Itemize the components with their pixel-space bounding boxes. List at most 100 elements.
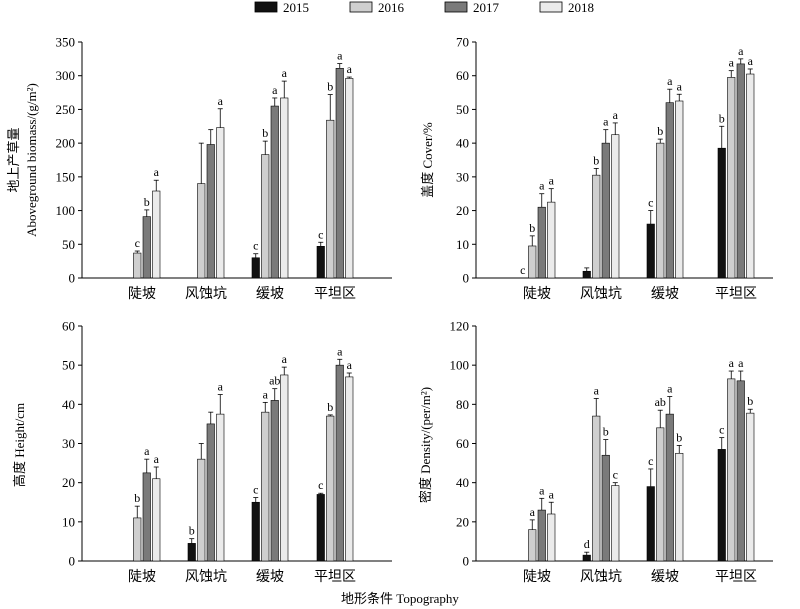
biomass-significance-label: a (337, 49, 343, 63)
cover-category-label: 陡坡 (523, 286, 551, 302)
height-significance-label: a (347, 358, 353, 372)
cover-y-tick-label: 10 (456, 237, 469, 252)
biomass-y-tick-label: 0 (69, 271, 76, 286)
density-bar-2018 (547, 513, 556, 562)
height-bar-2017 (142, 472, 151, 562)
legend-swatch-2016 (349, 1, 373, 13)
height-category-label: 缓坡 (256, 569, 284, 585)
biomass-y-axis-title-2: Aboveground biomass/(g/m²) (24, 83, 39, 237)
biomass-significance-label: a (282, 66, 288, 80)
cover-bar-2016 (592, 174, 601, 279)
density-y-tick-label: 20 (456, 514, 469, 529)
cover-y-tick-label: 70 (456, 35, 469, 50)
cover-significance-label: a (667, 74, 673, 88)
height-bar-2018 (345, 376, 354, 562)
biomass-bar-2018 (216, 127, 225, 279)
biomass-bar-2017 (142, 216, 151, 279)
biomass-bar-2016 (261, 154, 270, 279)
biomass-significance-label: a (272, 83, 278, 97)
biomass-bar-2018 (345, 78, 354, 279)
density-significance-label: a (539, 483, 545, 497)
cover-y-tick-label: 0 (463, 271, 470, 286)
density-bar-2018 (746, 412, 755, 562)
height-y-tick-label: 50 (62, 358, 75, 373)
biomass-significance-label: c (318, 227, 323, 241)
panel-biomass: 0 50 100 150 200 250 300 350 地上产草量 Aboveground bi… (6, 35, 392, 302)
cover-category-label: 平坦区 (715, 286, 757, 302)
cover-bar-2015 (646, 223, 655, 279)
biomass-y-tick-label: 250 (56, 102, 76, 117)
cover-significance-label: c (648, 196, 653, 210)
biomass-y-tick-label: 350 (56, 35, 76, 50)
density-significance-label: c (613, 468, 618, 482)
height-significance-label: a (263, 387, 269, 401)
height-significance-label: a (218, 380, 224, 394)
legend-label-2016: 2016 (378, 0, 405, 15)
cover-significance-label: a (613, 108, 619, 122)
height-significance-label: b (327, 400, 333, 414)
cover-significance-label: b (529, 221, 535, 235)
cover-bar-2015 (582, 270, 591, 279)
cover-significance-label: b (657, 124, 663, 138)
cover-bar-2017 (665, 102, 674, 279)
density-significance-label: a (594, 383, 600, 397)
legend-label-2018: 2018 (568, 0, 594, 15)
height-y-tick-label: 30 (62, 436, 75, 451)
cover-bar-2018 (611, 134, 620, 279)
density-significance-label: a (738, 356, 744, 370)
cover-y-tick-label: 20 (456, 203, 469, 218)
cover-significance-label: c (520, 263, 525, 277)
cover-bar-2017 (537, 206, 546, 279)
biomass-bar-2016 (133, 252, 142, 279)
height-bar-2016 (326, 415, 335, 562)
density-y-tick-label: 40 (456, 475, 469, 490)
biomass-significance-label: a (347, 62, 353, 76)
biomass-category-label: 风蚀坑 (185, 286, 227, 302)
height-bar-2018 (280, 374, 289, 562)
biomass-bar-2018 (152, 190, 161, 279)
biomass-bar-2016 (197, 183, 206, 279)
biomass-significance-label: b (144, 195, 150, 209)
density-significance-label: b (603, 425, 609, 439)
density-bar-2015 (582, 554, 591, 562)
cover-significance-label: a (748, 54, 754, 68)
legend-swatch-2018 (539, 1, 563, 13)
cover-bar-2017 (736, 63, 745, 279)
panel-density: 0 20 40 60 80 100 120 密度 Density/(per/m²) 陡坡 风蚀坑 缓… (418, 319, 773, 585)
cover-bar-2018 (547, 201, 556, 279)
cover-y-tick-label: 30 (456, 169, 469, 184)
height-y-axis-title: 高度 Height/cm (12, 403, 27, 487)
height-bar-2017 (270, 400, 279, 562)
cover-significance-label: b (719, 111, 725, 125)
density-bar-2018 (675, 452, 684, 562)
cover-significance-label: a (603, 115, 609, 129)
height-bar-2016 (197, 458, 206, 562)
density-y-tick-label: 0 (463, 554, 470, 569)
height-category-label: 平坦区 (314, 569, 356, 585)
height-significance-label: c (318, 478, 323, 492)
density-y-tick-label: 120 (450, 319, 470, 334)
biomass-bar-2016 (326, 119, 335, 279)
biomass-significance-label: c (253, 239, 258, 253)
cover-significance-label: a (729, 56, 735, 70)
height-bar-2015 (251, 501, 260, 562)
density-category-label: 缓坡 (651, 569, 679, 585)
density-bar-2015 (717, 449, 726, 562)
biomass-bar-2017 (270, 105, 279, 279)
cover-bar-2018 (675, 100, 684, 279)
cover-significance-label: a (738, 44, 744, 58)
density-significance-label: b (747, 394, 753, 408)
biomass-y-tick-label: 200 (56, 136, 76, 151)
density-significance-label: a (530, 505, 536, 519)
density-significance-label: ab (655, 395, 666, 409)
legend-label-2015: 2015 (283, 0, 309, 15)
cover-significance-label: a (539, 179, 545, 193)
biomass-category-label: 平坦区 (314, 286, 356, 302)
legend-swatch-2017 (444, 1, 468, 13)
cover-y-tick-label: 60 (456, 68, 469, 83)
biomass-category-label: 陡坡 (128, 286, 156, 302)
biomass-y-tick-label: 300 (56, 68, 76, 83)
